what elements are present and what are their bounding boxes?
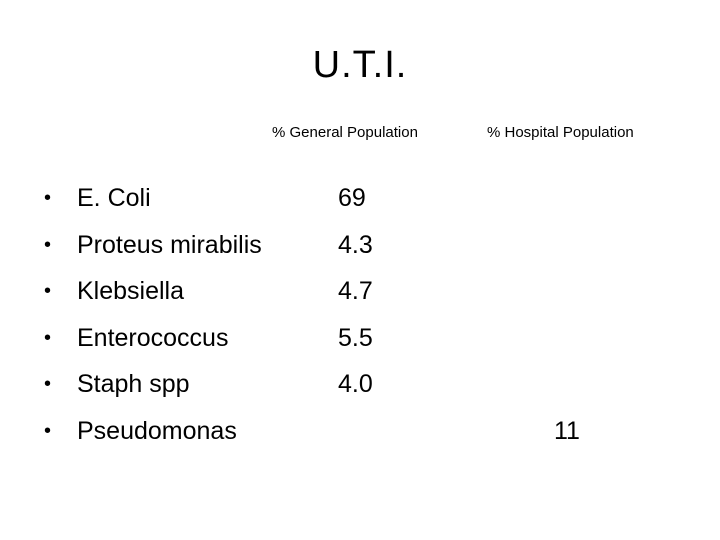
- bullet-icon: •: [44, 326, 52, 349]
- general-population-value: 4.7: [338, 277, 373, 305]
- organism-list: • E. Coli 69 • Proteus mirabilis 4.3 • K…: [44, 175, 684, 454]
- organism-name: Proteus mirabilis: [77, 230, 262, 259]
- hospital-population-value: 11: [554, 416, 580, 445]
- general-population-value: 69: [338, 184, 366, 212]
- bullet-icon: •: [44, 280, 52, 302]
- list-item: • Staph spp 4.0: [44, 361, 684, 408]
- list-item: • Klebsiella 4.7: [44, 268, 684, 315]
- list-item: • Pseudomonas 11: [44, 408, 684, 455]
- list-item: • Proteus mirabilis 4.3: [44, 222, 684, 269]
- list-item: • E. Coli 69: [44, 175, 684, 222]
- general-population-header: % General Population: [272, 124, 418, 141]
- organism-name: Staph spp: [77, 370, 190, 398]
- bullet-icon: •: [44, 419, 52, 442]
- general-population-value: 5.5: [338, 323, 373, 352]
- general-population-value: 4.0: [338, 370, 373, 398]
- organism-name: E. Coli: [77, 184, 151, 212]
- hospital-population-header: % Hospital Population: [487, 124, 634, 141]
- list-item: • Enterococcus 5.5: [44, 315, 684, 362]
- organism-name: Pseudomonas: [77, 416, 237, 445]
- bullet-icon: •: [44, 373, 52, 395]
- slide-title: U.T.I.: [312, 44, 408, 86]
- organism-name: Enterococcus: [77, 323, 229, 352]
- organism-name: Klebsiella: [77, 277, 185, 305]
- bullet-icon: •: [44, 187, 52, 209]
- general-population-value: 4.3: [338, 230, 373, 259]
- bullet-icon: •: [44, 233, 52, 256]
